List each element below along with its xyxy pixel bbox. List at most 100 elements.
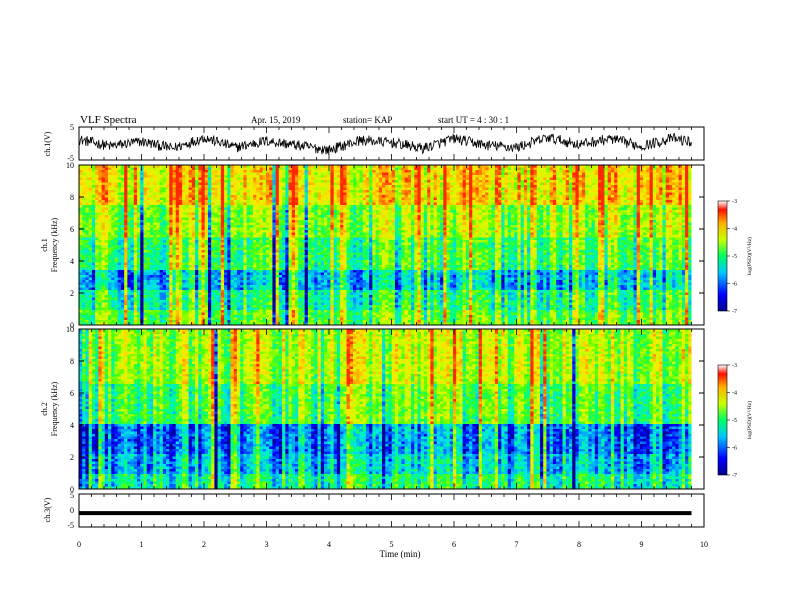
spectrogram-cell bbox=[662, 200, 667, 203]
spectrogram-cell bbox=[369, 187, 373, 191]
spectrogram-cell bbox=[378, 167, 383, 171]
spectrogram-cell bbox=[185, 212, 189, 216]
spectrogram-cell bbox=[130, 212, 135, 216]
spectrogram-cell bbox=[195, 190, 199, 193]
spectrogram-cell bbox=[407, 182, 412, 186]
spectrogram-cell bbox=[114, 197, 119, 201]
spectrogram-cell bbox=[533, 220, 538, 223]
spectrogram-cell bbox=[598, 197, 602, 201]
spectrogram-cell bbox=[662, 180, 667, 183]
spectrogram-cell bbox=[317, 212, 322, 216]
spectrogram-cell bbox=[404, 227, 409, 231]
spectrogram-cell bbox=[82, 200, 86, 203]
spectrogram-cell bbox=[204, 222, 209, 226]
spectrogram-cell bbox=[433, 195, 438, 198]
spectrogram-cell bbox=[304, 225, 309, 228]
spectrogram-cell bbox=[536, 195, 541, 198]
spectrogram-cell bbox=[91, 207, 96, 211]
spectrogram-cell bbox=[430, 197, 434, 201]
spectrogram-cell bbox=[146, 195, 151, 198]
spectrogram-cell bbox=[272, 190, 277, 193]
spectrogram-cell bbox=[478, 222, 483, 226]
spectrogram-cell bbox=[246, 220, 251, 223]
spectrogram-cell bbox=[523, 175, 528, 178]
spectrogram-cell bbox=[211, 217, 215, 221]
spectrogram-cell bbox=[298, 200, 302, 203]
spectrogram-cell bbox=[572, 192, 576, 196]
spectrogram-cell bbox=[207, 197, 212, 201]
spectrogram-cell bbox=[191, 197, 196, 201]
spectrogram-cell bbox=[407, 217, 412, 221]
spectrogram-cell bbox=[82, 197, 86, 201]
spectrogram-cell bbox=[362, 202, 367, 206]
spectrogram-cell bbox=[430, 180, 434, 183]
spectrogram-cell bbox=[265, 222, 270, 226]
spectrogram-cell bbox=[459, 207, 464, 211]
spectrogram-cell bbox=[291, 222, 296, 226]
spectrogram-cell bbox=[333, 175, 338, 178]
spectrogram-cell bbox=[649, 200, 654, 203]
spectrogram-cell bbox=[149, 217, 154, 221]
spectrogram-cell bbox=[581, 222, 586, 226]
spectrogram-cell bbox=[108, 187, 112, 191]
spectrogram-cell bbox=[120, 185, 125, 188]
spectrogram-cell bbox=[652, 165, 657, 168]
spectrogram-cell bbox=[452, 165, 457, 168]
spectrogram-cell bbox=[133, 172, 138, 176]
spectrogram-cell bbox=[375, 205, 380, 208]
spectrogram-cell bbox=[527, 210, 531, 213]
spectrogram-cell bbox=[646, 205, 650, 208]
spectrogram-cell bbox=[311, 185, 315, 188]
spectrogram-cell bbox=[353, 175, 357, 178]
spectrogram-cell bbox=[159, 202, 164, 206]
spectrogram-cell bbox=[375, 170, 380, 173]
spectrogram-cell bbox=[556, 192, 560, 196]
spectrogram-cell bbox=[523, 200, 528, 203]
spectrogram-cell bbox=[185, 172, 189, 176]
spectrogram-cell bbox=[320, 202, 325, 206]
spectrogram-cell bbox=[407, 205, 412, 208]
spectrogram-cell bbox=[430, 175, 434, 178]
spectrogram-cell bbox=[162, 202, 167, 206]
spectrogram-cell bbox=[230, 222, 235, 226]
spectrogram-cell bbox=[491, 197, 496, 201]
spectrogram-cell bbox=[230, 227, 235, 231]
spectrogram-cell bbox=[365, 220, 370, 223]
spectrogram-cell bbox=[678, 195, 683, 198]
spectrogram-cell bbox=[333, 207, 338, 211]
spectrogram-cell bbox=[485, 170, 489, 173]
spectrogram-cell bbox=[475, 227, 480, 231]
spectrogram-cell bbox=[414, 195, 418, 198]
spectrogram-cell bbox=[382, 185, 386, 188]
spectrogram-cell bbox=[314, 175, 318, 178]
spectrogram-cell bbox=[656, 182, 660, 186]
spectrogram-cell bbox=[627, 220, 631, 223]
spectrogram-cell bbox=[636, 195, 641, 198]
spectrogram-cell bbox=[233, 205, 238, 208]
spectrogram-cell bbox=[620, 187, 625, 191]
spectrogram-cell bbox=[452, 182, 457, 186]
spectrogram-cell bbox=[388, 202, 393, 206]
spectrogram-cell bbox=[527, 207, 531, 211]
spectrogram-cell bbox=[108, 195, 112, 198]
spectrogram-cell bbox=[149, 190, 154, 193]
spectrogram-cell bbox=[114, 187, 119, 191]
spectrogram-cell bbox=[327, 190, 331, 193]
spectrogram-cell bbox=[630, 172, 634, 176]
spectrogram-cell bbox=[385, 220, 389, 223]
spectrogram-cell bbox=[523, 210, 528, 213]
spectrogram-cell bbox=[385, 177, 389, 181]
spectrogram-cell bbox=[149, 175, 154, 178]
spectrogram-cell bbox=[575, 195, 580, 198]
spectrogram-cell bbox=[88, 222, 93, 226]
spectrogram-cell bbox=[543, 192, 547, 196]
spectrogram-cell bbox=[253, 217, 257, 221]
spectrogram-cell bbox=[246, 185, 251, 188]
spectrogram-cell bbox=[504, 187, 509, 191]
spectrogram-cell bbox=[546, 222, 551, 226]
spectrogram-cell bbox=[398, 180, 402, 183]
spectrogram-cell bbox=[594, 215, 599, 218]
spectrogram-cell bbox=[585, 165, 589, 168]
spectrogram-cell bbox=[478, 220, 483, 223]
spectrogram-cell bbox=[88, 205, 93, 208]
